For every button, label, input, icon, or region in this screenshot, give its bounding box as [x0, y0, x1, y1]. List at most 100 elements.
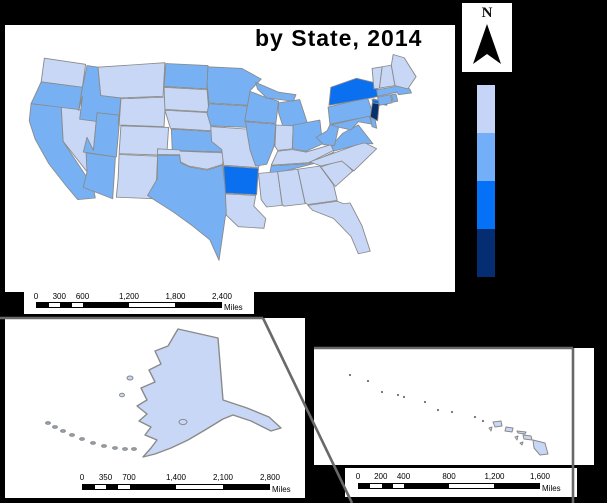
- scalebar-cell: [404, 484, 449, 488]
- scalebar-cell: [370, 484, 382, 488]
- scalebar-cell: [222, 485, 269, 489]
- alaska-island: [178, 418, 188, 426]
- scalebar-unit: Miles: [542, 484, 561, 493]
- aleutian-island: [52, 425, 58, 429]
- north-label: N: [481, 5, 493, 21]
- scalebar-unit: Miles: [224, 303, 243, 312]
- state-OH: [291, 119, 324, 152]
- scalebar-main: 0 300 600 1,200 1,800 2,400 Miles: [24, 291, 254, 314]
- hawaii-islet: [380, 390, 384, 394]
- hawaii-scalebar-strip: [345, 468, 577, 497]
- scalebar-alaska: 0 350 700 1,400 2,100 2,800 Miles: [70, 471, 310, 497]
- main-map-panel: by State, 2014: [5, 25, 455, 292]
- state-OK: [157, 148, 225, 170]
- aleutian-island: [45, 421, 51, 425]
- state-HI: [488, 426, 493, 432]
- scalebar-hawaii: 0 200 400 800 1,200 1,600 Miles: [345, 468, 577, 497]
- scalebar-tick: 1,600: [529, 472, 551, 481]
- scalebar-tick: 0: [33, 292, 39, 301]
- legend-swatch-class-2: [477, 133, 495, 181]
- state-HI: [516, 430, 527, 435]
- scalebar-tick: 2,100: [212, 473, 234, 482]
- aleutian-island: [69, 433, 75, 437]
- state-AZ: [82, 152, 116, 200]
- state-IN: [274, 124, 294, 151]
- hawaii-islet: [348, 373, 352, 377]
- hawaii-islet: [396, 393, 400, 397]
- scalebar-tick: 1,200: [484, 472, 505, 481]
- scalebar-tick: 400: [396, 472, 411, 481]
- state-AL: [277, 168, 306, 207]
- scalebar-tick: 600: [75, 292, 90, 301]
- scalebar-cell: [381, 484, 393, 488]
- legend-color-ramp: [477, 85, 495, 277]
- map-title: by State, 2014: [255, 25, 423, 51]
- state-CT: [377, 94, 393, 106]
- hawaii-map: [348, 373, 549, 456]
- scalebar-tick: 2,800: [259, 473, 281, 482]
- scalebar-cell: [94, 485, 107, 489]
- state-HI: [532, 439, 549, 456]
- scalebar-cell: [83, 303, 129, 307]
- legend-swatch-class-1: [477, 85, 495, 133]
- aleutian-island: [122, 447, 128, 451]
- scalebar-bar: [358, 483, 540, 489]
- scalebar-tick: 1,200: [118, 292, 140, 301]
- scalebar-tick: 800: [442, 472, 456, 481]
- state-HI: [519, 441, 524, 446]
- scalebar-cell: [129, 303, 175, 307]
- state-UT: [82, 112, 120, 158]
- aleutian-island: [112, 446, 118, 450]
- scalebar-cell: [60, 303, 72, 307]
- scalebar-bar: [36, 302, 222, 308]
- state-WI: [244, 90, 280, 124]
- state-AR: [223, 165, 259, 196]
- hawaii-islet: [481, 419, 485, 423]
- hawaii-islet: [423, 400, 427, 404]
- scalebar-tick: 2,400: [211, 292, 233, 301]
- state-NJ: [369, 98, 380, 122]
- scalebar-unit: Miles: [272, 485, 291, 494]
- aleutian-island: [60, 429, 66, 433]
- scalebar-bar: [82, 484, 270, 490]
- us-choropleth-map: [28, 54, 417, 261]
- state-HI: [504, 426, 514, 433]
- scalebar-cell: [392, 484, 404, 488]
- scalebar-cell: [117, 485, 130, 489]
- state-ME: [390, 54, 417, 90]
- scalebar-cell: [175, 303, 221, 307]
- state-ND: [163, 63, 209, 90]
- state-NM: [115, 154, 159, 200]
- state-FL: [307, 200, 371, 255]
- aleutian-island: [131, 447, 137, 451]
- scalebar-cell: [83, 485, 95, 489]
- scalebar-tick: 1,800: [165, 292, 186, 301]
- state-HI: [492, 420, 503, 428]
- scalebar-cell: [106, 485, 118, 489]
- scalebar-cell: [494, 484, 539, 488]
- hawaii-islet: [450, 410, 454, 414]
- alaska-island: [126, 375, 134, 381]
- scalebar-tick: 0: [355, 472, 361, 481]
- alaska-island: [119, 392, 125, 398]
- state-MT: [97, 62, 166, 99]
- hawaii-islet: [473, 415, 477, 419]
- north-arrow-box: N: [462, 3, 512, 72]
- legend-swatch-class-3: [477, 181, 495, 229]
- aleutian-island: [101, 444, 107, 448]
- scalebar-cell: [359, 484, 371, 488]
- state-SD: [163, 86, 210, 113]
- aleutian-island: [90, 441, 96, 445]
- scalebar-tick: 1,400: [165, 473, 187, 482]
- state-RI: [390, 93, 399, 103]
- state-AK: [136, 328, 282, 458]
- scalebar-cell: [37, 303, 49, 307]
- scalebar-tick: 300: [52, 292, 66, 301]
- hawaii-islet: [402, 395, 406, 399]
- legend-swatch-class-4: [477, 229, 495, 277]
- scalebar-cell: [129, 485, 176, 489]
- hawaii-islet: [436, 408, 440, 412]
- scalebar-cell: [71, 303, 83, 307]
- north-arrow-icon: [473, 24, 501, 64]
- state-HI: [514, 435, 519, 441]
